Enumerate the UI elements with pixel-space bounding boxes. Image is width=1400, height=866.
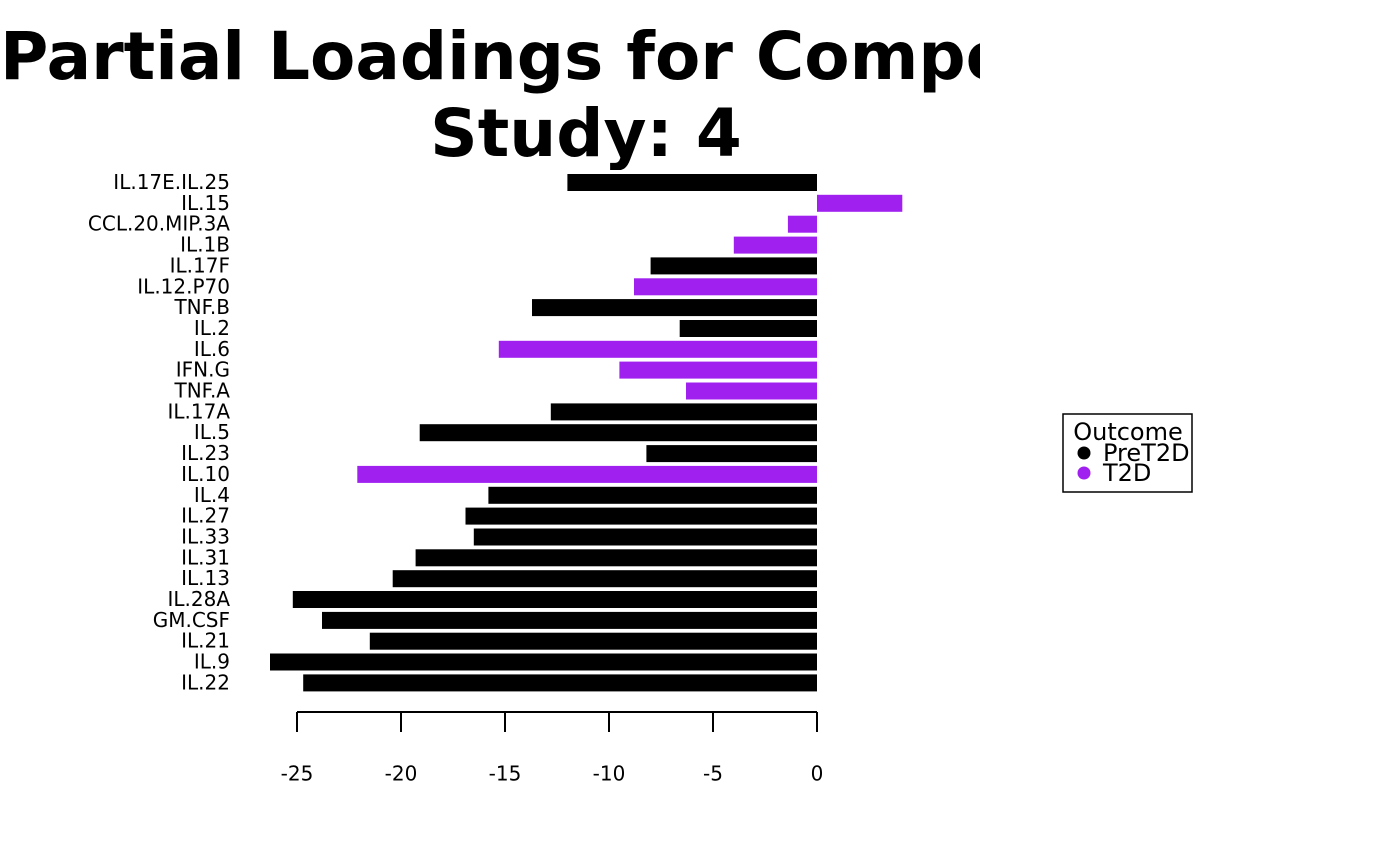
category-label: IL.5 [194,420,230,444]
x-tick-label: -25 [281,762,314,786]
bar-il-5 [419,424,817,442]
category-label: IL.12.P70 [137,274,230,298]
x-tick-label: -5 [703,762,723,786]
category-label: IL.22 [181,670,230,694]
legend-marker-t2d [1077,466,1091,480]
category-label: CCL.20.MIP.3A [88,212,230,236]
bar-il-33 [473,528,817,546]
title-area: Partial Loadings for Component Study: 4 [0,0,980,170]
bar-il-9 [270,653,817,671]
legend-title: Outcome [1073,418,1183,446]
bar-il-10 [357,465,817,483]
bar-il-28a [292,591,817,608]
bar-il-2 [679,320,817,337]
chart-subtitle: Study: 4 [430,95,742,170]
bar-il-22 [303,674,817,692]
x-axis: -25 -20 -15 -10 -5 0 [281,711,824,786]
category-label: IL.21 [181,629,230,653]
x-tick-label: -10 [593,762,626,786]
bar-il-17a [550,403,817,421]
bar-il-4 [488,486,817,504]
bar-ccl-20-mip-3a [787,215,817,233]
category-label: IL.28A [167,587,230,611]
category-label: IL.27 [181,504,230,528]
x-tick-label: -15 [489,762,522,786]
bar-il-27 [465,507,817,525]
bar-il-23 [646,445,817,463]
category-label: IL.9 [194,650,230,674]
legend-label-pret2d: PreT2D [1103,439,1190,467]
category-label: IL.17A [167,399,230,423]
category-label: IL.1B [180,233,230,257]
bar-ifn-g [619,361,817,379]
bar-gm-csf [322,611,817,629]
category-label: IL.10 [181,462,230,486]
category-label: IL.17F [170,253,230,277]
legend-marker-pret2d [1077,446,1091,460]
category-label: IL.6 [194,337,230,361]
category-label: GM.CSF [153,608,230,632]
category-label: IL.2 [194,316,230,340]
bar-il-6 [498,340,817,358]
category-label: IL.17E.IL.25 [113,170,230,194]
category-label: IL.4 [194,483,230,507]
category-labels: IL.17E.IL.25IL.15CCL.20.MIP.3AIL.1BIL.17… [88,170,230,694]
category-label: IL.33 [181,525,230,549]
category-label: IL.13 [181,566,230,590]
bar-il-13 [392,570,817,588]
category-label: TNF.B [173,295,230,319]
x-tick-label: -20 [385,762,418,786]
bar-il-21 [369,632,817,650]
bar-il-1b [733,236,817,254]
bar-il-17e-il-25 [567,174,817,191]
legend-label-t2d: T2D [1102,459,1151,487]
chart-title: Partial Loadings for Component [0,18,980,95]
category-label: TNF.A [173,379,230,403]
bar-tnf-b [532,299,817,317]
legend: Outcome PreT2D T2D [1062,413,1193,493]
bar-tnf-a [686,382,817,400]
bar-il-12-p70 [634,278,817,296]
bar-il-31 [415,549,817,567]
category-label: IL.31 [181,545,230,569]
category-label: IL.15 [181,191,230,215]
bar-il-17f [650,257,817,275]
x-tick-label: 0 [811,762,824,786]
category-label: IFN.G [176,358,230,382]
category-label: IL.23 [181,441,230,465]
bars-group [270,174,903,692]
bar-il-15 [817,194,903,212]
